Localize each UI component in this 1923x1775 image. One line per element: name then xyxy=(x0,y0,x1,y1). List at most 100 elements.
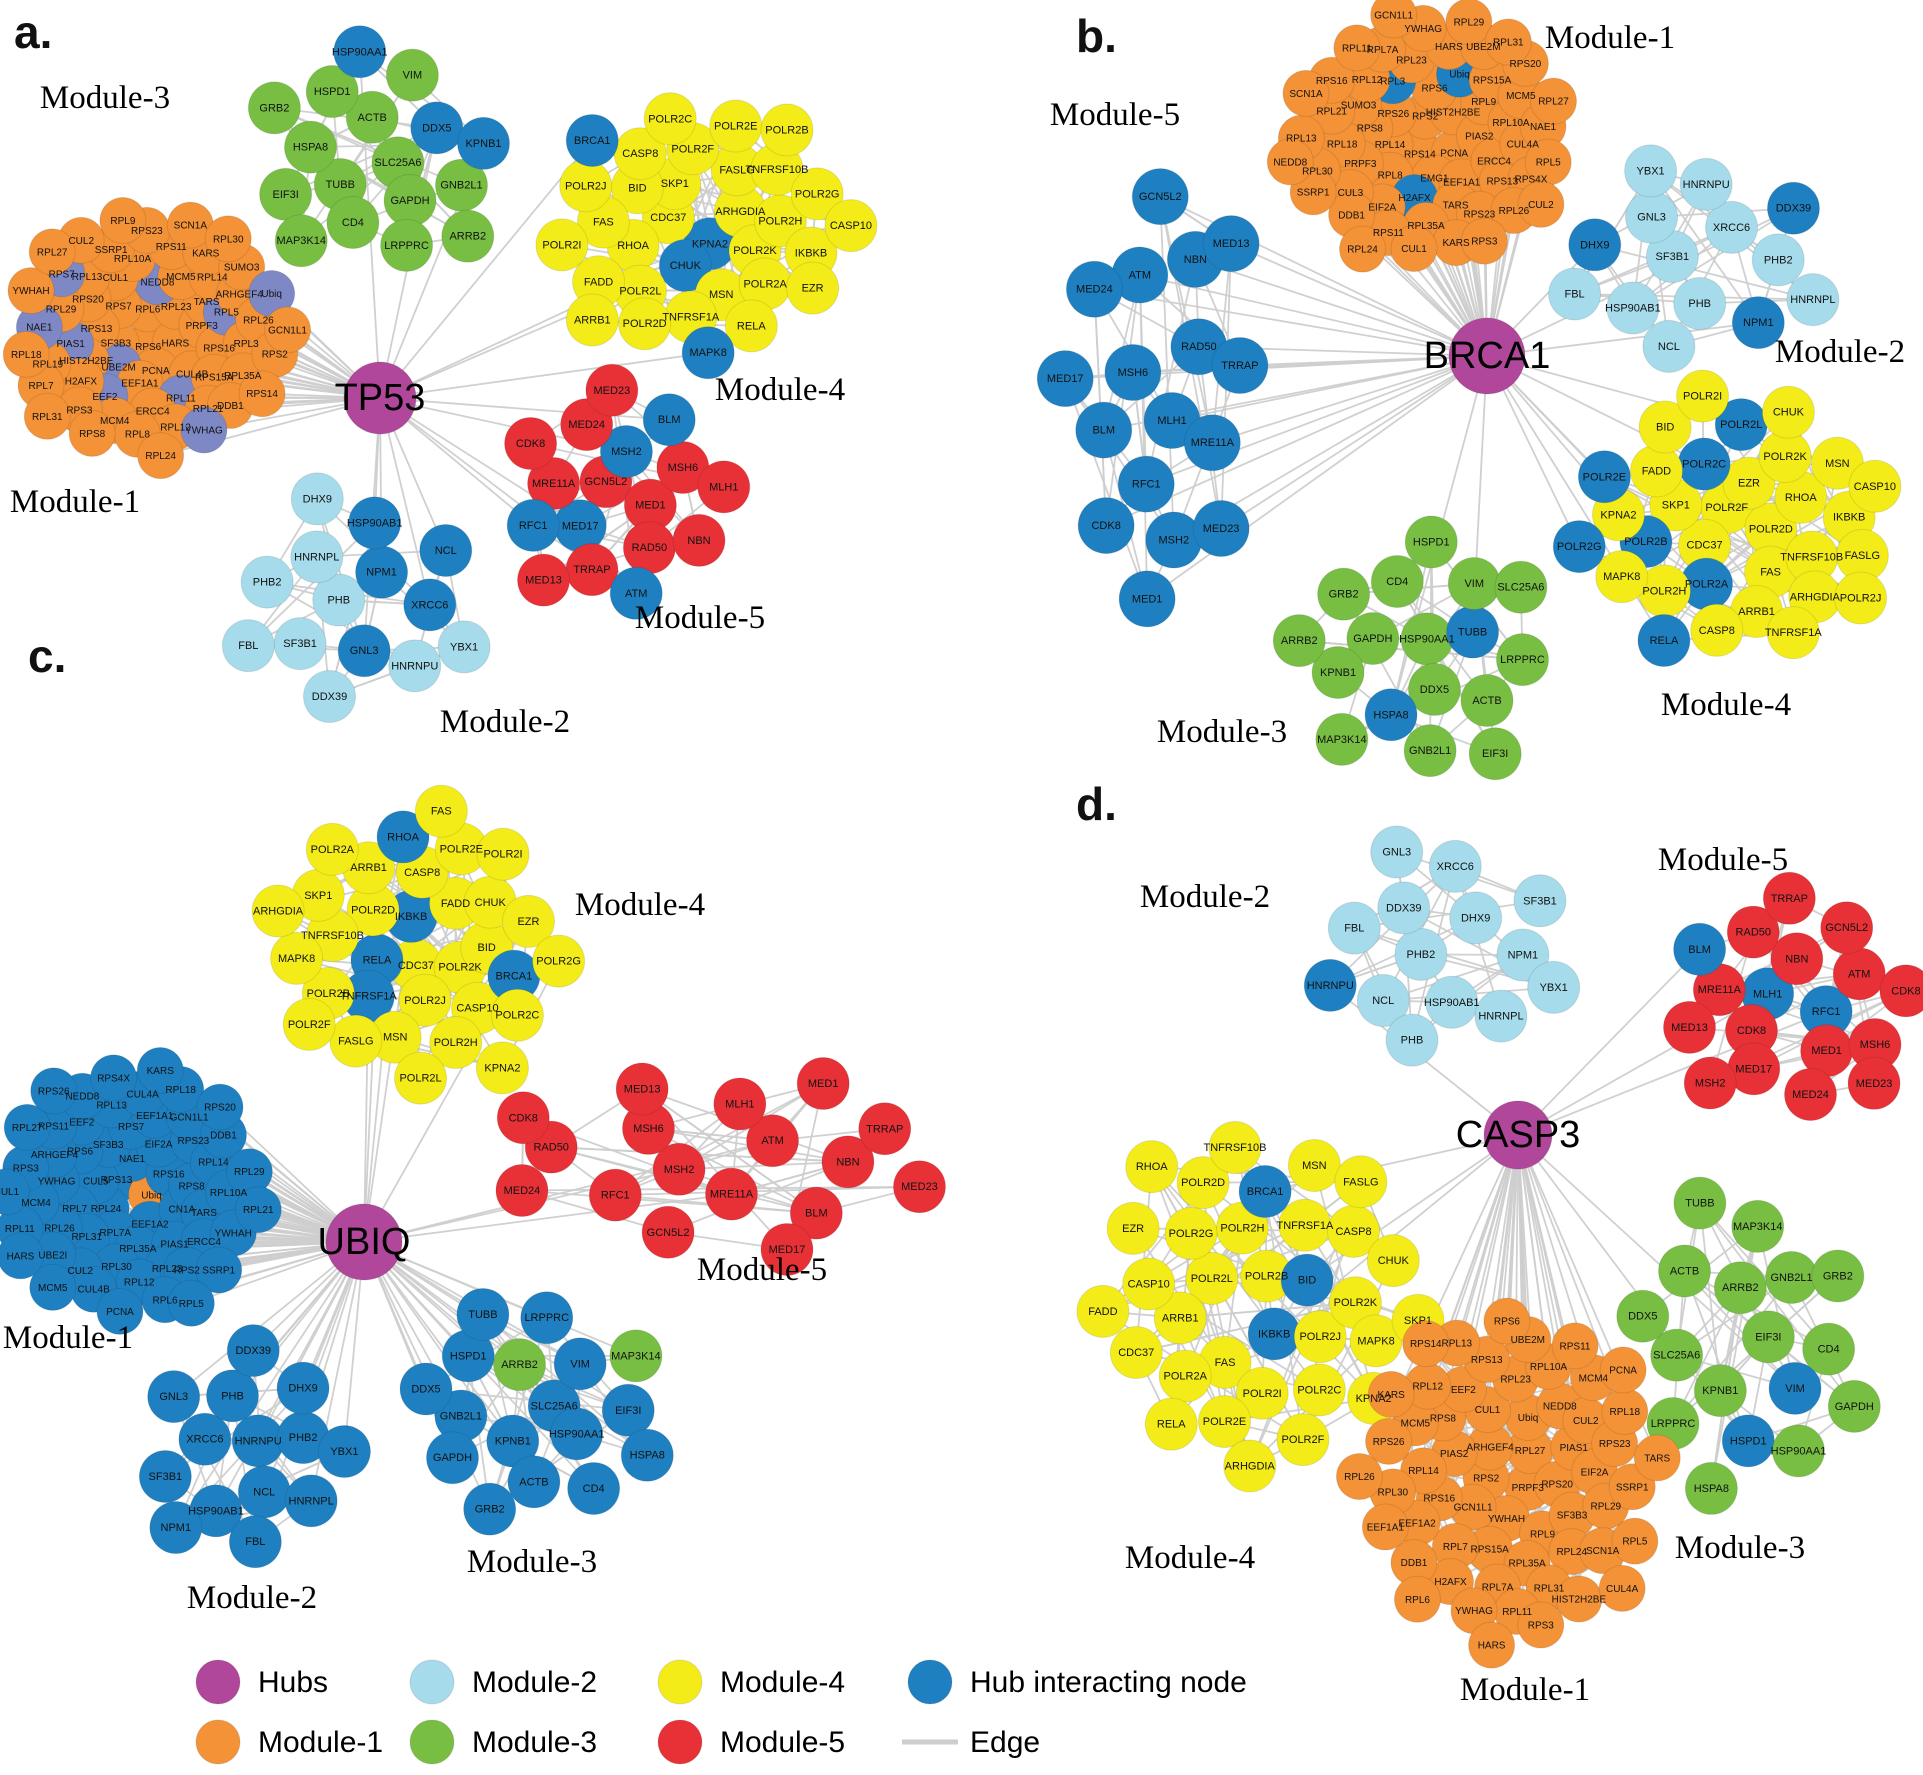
node-POLR2C[interactable] xyxy=(1292,1363,1346,1417)
node-CD4[interactable] xyxy=(1802,1322,1856,1376)
node-MAPK8[interactable] xyxy=(270,931,324,985)
node-MED23[interactable] xyxy=(892,1160,946,1214)
node-POLR2L[interactable] xyxy=(1185,1251,1239,1305)
node-RPS14[interactable] xyxy=(238,370,286,418)
node-NCL[interactable] xyxy=(1356,974,1410,1028)
node-GCN5L2[interactable] xyxy=(1131,168,1189,226)
node-ATM[interactable] xyxy=(746,1114,800,1168)
node-NPM1[interactable] xyxy=(149,1501,203,1555)
node-MAP3K14[interactable] xyxy=(274,214,328,268)
node-EZR[interactable] xyxy=(1722,456,1776,510)
node-GRB2[interactable] xyxy=(463,1482,517,1536)
node-NEDD8[interactable] xyxy=(1266,138,1314,186)
node-MED23[interactable] xyxy=(1847,1056,1901,1110)
node-RPS3[interactable] xyxy=(1517,1601,1565,1649)
node-NPM1[interactable] xyxy=(1731,296,1785,350)
node-DDX5[interactable] xyxy=(1407,662,1461,716)
node-POLR2J[interactable] xyxy=(1834,571,1888,625)
node-RPL5[interactable] xyxy=(1611,1517,1659,1565)
node-LRPPRC[interactable] xyxy=(1495,633,1549,687)
node-ARRB2[interactable] xyxy=(493,1338,547,1392)
node-MED13[interactable] xyxy=(1663,1000,1717,1054)
node-HSPA8[interactable] xyxy=(620,1428,674,1482)
node-POLR2E[interactable] xyxy=(1577,450,1631,504)
node-PCNA[interactable] xyxy=(1599,1346,1647,1394)
node-POLR2C[interactable] xyxy=(490,988,544,1042)
node-EIF3I[interactable] xyxy=(601,1383,655,1437)
node-RELA[interactable] xyxy=(1637,614,1691,668)
node-SF3B1[interactable] xyxy=(138,1450,192,1504)
node-ACTB[interactable] xyxy=(345,90,399,144)
node-HSP90AB1[interactable] xyxy=(1425,975,1479,1029)
node-KPNA2[interactable] xyxy=(475,1041,529,1095)
node-MLH1[interactable] xyxy=(713,1077,767,1131)
node-HSP90AA1[interactable] xyxy=(550,1407,604,1461)
node-PHB2[interactable] xyxy=(1751,233,1805,287)
node-BID[interactable] xyxy=(1638,400,1692,454)
node-GNL3[interactable] xyxy=(337,624,391,678)
node-MED23[interactable] xyxy=(1192,499,1250,557)
node-EIF3I[interactable] xyxy=(1468,727,1522,781)
node-CHUK[interactable] xyxy=(1366,1234,1420,1288)
node-HARS[interactable] xyxy=(0,1232,44,1280)
node-FBL[interactable] xyxy=(228,1515,282,1569)
node-POLR2G[interactable] xyxy=(790,167,844,221)
node-EZR[interactable] xyxy=(786,261,840,315)
node-POLR2G[interactable] xyxy=(1552,520,1606,574)
node-FASLG[interactable] xyxy=(1334,1155,1388,1209)
node-MED24[interactable] xyxy=(1065,260,1123,318)
node-GCN1L1[interactable] xyxy=(1370,0,1418,39)
node-RPL11[interactable] xyxy=(1333,24,1381,72)
node-FBL[interactable] xyxy=(1327,901,1381,955)
node-FASLG[interactable] xyxy=(329,1014,383,1068)
node-FBL[interactable] xyxy=(221,619,275,673)
node-ARHGDIA[interactable] xyxy=(251,884,305,938)
node-MSH2[interactable] xyxy=(1683,1056,1737,1110)
node-KPNB1[interactable] xyxy=(1693,1364,1747,1418)
node-MED1[interactable] xyxy=(796,1057,850,1111)
node-MLH1[interactable] xyxy=(697,460,751,514)
node-MED24[interactable] xyxy=(1784,1068,1838,1122)
node-TUBB[interactable] xyxy=(1673,1176,1727,1230)
node-CD4[interactable] xyxy=(326,196,380,250)
node-VIM[interactable] xyxy=(553,1337,607,1391)
node-POLR2I[interactable] xyxy=(535,218,589,272)
node-HSPA8[interactable] xyxy=(1684,1461,1738,1515)
hub-node-CASP3[interactable] xyxy=(1483,1100,1553,1170)
node-NBN[interactable] xyxy=(672,513,726,567)
node-MAP3K14[interactable] xyxy=(1315,712,1369,766)
node-MAPK8[interactable] xyxy=(1595,550,1649,604)
node-GRB2[interactable] xyxy=(1317,567,1371,621)
node-POLR2D[interactable] xyxy=(1176,1156,1230,1210)
node-MRE11A[interactable] xyxy=(704,1167,758,1221)
node-PHB[interactable] xyxy=(1673,276,1727,330)
node-POLR2G[interactable] xyxy=(532,934,586,988)
node-EEF1A1[interactable] xyxy=(1361,1503,1409,1551)
node-RPL27[interactable] xyxy=(3,1103,51,1151)
node-FADD[interactable] xyxy=(1076,1284,1130,1338)
node-HNRNPU[interactable] xyxy=(1303,958,1357,1012)
node-HSPA8[interactable] xyxy=(1364,688,1418,742)
node-GNB2L1[interactable] xyxy=(1403,724,1457,778)
node-ARRB1[interactable] xyxy=(1153,1291,1207,1345)
node-ATM[interactable] xyxy=(609,566,663,620)
node-RPS3[interactable] xyxy=(1460,217,1508,265)
node-FAS[interactable] xyxy=(414,784,468,838)
node-PHB[interactable] xyxy=(1385,1013,1439,1067)
node-BLM[interactable] xyxy=(642,393,696,447)
node-HARS[interactable] xyxy=(1468,1621,1516,1669)
node-ACTB[interactable] xyxy=(1460,673,1514,727)
node-MED13[interactable] xyxy=(1202,215,1260,273)
node-DHX9[interactable] xyxy=(1568,218,1622,272)
node-POLR2B[interactable] xyxy=(760,103,814,157)
node-GRB2[interactable] xyxy=(247,81,301,135)
node-RPL21[interactable] xyxy=(234,1186,282,1234)
node-NBN[interactable] xyxy=(1770,932,1824,986)
node-GAPDH[interactable] xyxy=(425,1431,479,1485)
node-YBX1[interactable] xyxy=(1527,960,1581,1014)
node-CUL1[interactable] xyxy=(1390,225,1438,273)
node-BLM[interactable] xyxy=(1673,922,1727,976)
node-DDX5[interactable] xyxy=(1616,1289,1670,1343)
node-CASP10[interactable] xyxy=(1848,459,1902,513)
node-LRPPRC[interactable] xyxy=(520,1291,574,1345)
